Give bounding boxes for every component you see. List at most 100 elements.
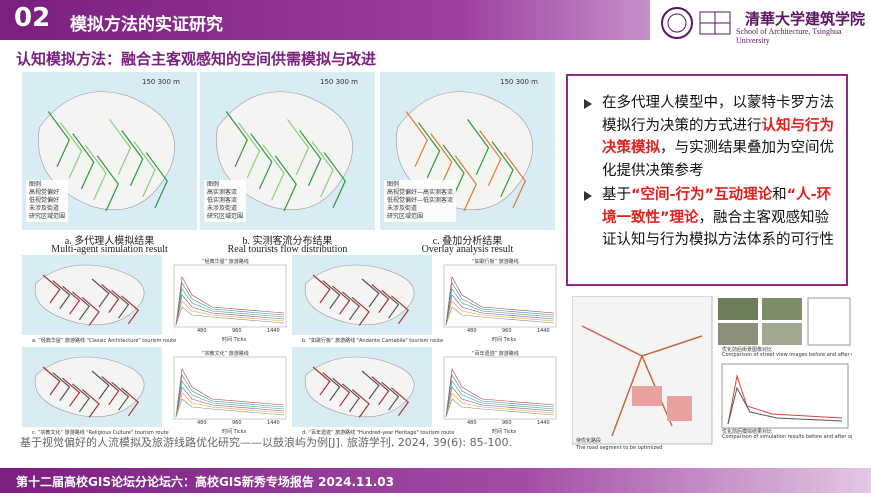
legend-entry: 高实测客流 xyxy=(207,189,238,196)
route-thumbnail xyxy=(292,347,557,427)
street xyxy=(342,291,361,321)
street xyxy=(332,285,351,315)
street xyxy=(111,381,130,411)
route-panel: “宗教文化” 旅游路线 480 960 1440 时间 Ticks c. “宗教文化” 旅… xyxy=(22,347,290,437)
legend-entry: 低视觉偏好 xyxy=(29,197,60,204)
x-tick-label: 1440 xyxy=(537,420,550,426)
street xyxy=(238,122,261,179)
emphasis-text: 认知与行为决策模拟 xyxy=(602,117,834,157)
street xyxy=(323,152,346,209)
x-tick-label: 960 xyxy=(232,328,242,334)
street xyxy=(121,130,144,187)
street xyxy=(175,288,285,326)
street xyxy=(304,356,415,418)
street xyxy=(175,386,285,418)
figure-label: Comparison of street view images before … xyxy=(722,352,852,358)
street xyxy=(311,141,334,198)
section-title: 模拟方法的实证研究 xyxy=(70,15,223,35)
street xyxy=(175,392,285,418)
street xyxy=(287,119,310,175)
street xyxy=(121,295,140,325)
legend-title: 图例 xyxy=(387,181,400,188)
street xyxy=(454,155,477,212)
route-thumbnail xyxy=(22,255,287,335)
legend-entry: 高视觉偏好—高实测客流 xyxy=(387,189,454,196)
x-axis-label: 时间 Ticks xyxy=(222,337,247,343)
figure-label: Comparison of simulation results before … xyxy=(722,434,852,440)
bullet-item: 基于“空间-行为”互动理论和“人-环境一致性”理论，融合主客观感知验证认知与行为… xyxy=(582,184,836,252)
street xyxy=(445,398,555,418)
map-caption-en: Real tourists flow distribution xyxy=(227,244,348,255)
legend-entry: 低视觉偏好—低实测客流 xyxy=(387,197,454,204)
street xyxy=(72,133,95,190)
map-caption: a. 多代理人模拟结果 xyxy=(64,236,155,247)
street xyxy=(445,288,555,326)
street xyxy=(121,387,140,417)
panel-caption: b. “如歌行板” 旅游路线 "Andante Cantabile" touri… xyxy=(302,338,444,344)
figure-label: The road segment to be optimized xyxy=(575,445,662,451)
street xyxy=(133,141,156,198)
street xyxy=(445,300,555,326)
street xyxy=(52,280,71,309)
map-figure: 150 300 m 图例 高实测客流 低实测客流 未涉及街道 研究区域范围 b. 实测客流分… xyxy=(200,72,375,257)
street xyxy=(299,130,322,187)
legend-entry: 未涉及街道 xyxy=(29,205,60,212)
street xyxy=(361,278,380,308)
x-axis-label: 时间 Ticks xyxy=(222,429,247,435)
x-tick-label: 960 xyxy=(232,420,242,426)
street xyxy=(175,398,285,418)
street xyxy=(175,276,285,326)
street xyxy=(42,366,61,396)
footer-text: 第十二届高校GIS论坛分论坛六：高校GIS新秀专场报告 2024.11.03 xyxy=(16,475,395,489)
street xyxy=(62,285,81,315)
street xyxy=(175,374,285,418)
street xyxy=(322,372,341,401)
street xyxy=(503,152,526,209)
street xyxy=(332,377,351,407)
x-tick-label: 960 xyxy=(502,420,512,426)
street xyxy=(262,144,285,201)
street xyxy=(91,278,110,308)
street xyxy=(62,377,81,407)
street xyxy=(445,386,555,418)
street xyxy=(445,374,555,418)
header-bar xyxy=(0,0,650,40)
street xyxy=(47,111,70,168)
route-panel: “经典华屋” 旅游路线 480 960 1440 时间 Ticks a. “经典华屋” 旅… xyxy=(22,255,290,345)
street xyxy=(391,387,410,417)
street xyxy=(225,111,248,168)
map-scale: 150 300 m xyxy=(500,78,538,86)
street xyxy=(145,152,168,209)
x-tick-label: 1440 xyxy=(267,328,280,334)
map-caption-en: Overlay analysis result xyxy=(421,244,514,255)
logo-emblem xyxy=(661,7,731,39)
route-panel: “百年遗迹” 旅游路线 480 960 1440 时间 Ticks d. “百年遗迹” 旅… xyxy=(292,347,560,437)
citation: 基于视觉偏好的人流模拟及旅游线路优化研究——以鼓浪屿为例[J]. 旅游学刊, 2… xyxy=(20,436,513,449)
chart-title: “百年遗迹” 旅游路线 xyxy=(472,351,519,357)
legend-entry: 未涉及街道 xyxy=(387,205,418,212)
bullet-text: 和 xyxy=(772,187,787,203)
street xyxy=(111,289,130,319)
street xyxy=(81,296,100,326)
bullet-text: ，融合主客观感知验证认知与行为模拟方法体系的可行性 xyxy=(602,209,834,249)
street xyxy=(381,381,400,411)
legend-entry: 研究区域范围 xyxy=(207,213,244,220)
street xyxy=(391,295,410,325)
bullet-text: 基于 xyxy=(602,187,631,203)
street xyxy=(72,291,91,321)
street xyxy=(445,392,555,418)
street xyxy=(381,289,400,319)
legend-entry: 高视觉偏好 xyxy=(29,189,60,196)
legend-entry: 未涉及街道 xyxy=(207,205,238,212)
bullet-item: 在多代理人模型中，以蒙特卡罗方法模拟行为决策的方式进行认知与行为决策模拟，与实测… xyxy=(582,92,836,182)
street xyxy=(312,366,331,396)
street xyxy=(274,155,297,212)
chart-title: “如歌行板” 旅游路线 xyxy=(472,259,519,265)
bullet-text: 在多代理人模型中，以蒙特卡罗方法模拟行为决策的方式进行 xyxy=(602,95,834,134)
street xyxy=(250,133,273,190)
legend-title: 图例 xyxy=(207,181,220,188)
section-number: 02 xyxy=(14,3,51,33)
map-legend: 图例 高视觉偏好—高实测客流 低视觉偏好—低实测客流 未涉及街道 研究区域范围 xyxy=(384,180,457,222)
street xyxy=(96,155,119,212)
